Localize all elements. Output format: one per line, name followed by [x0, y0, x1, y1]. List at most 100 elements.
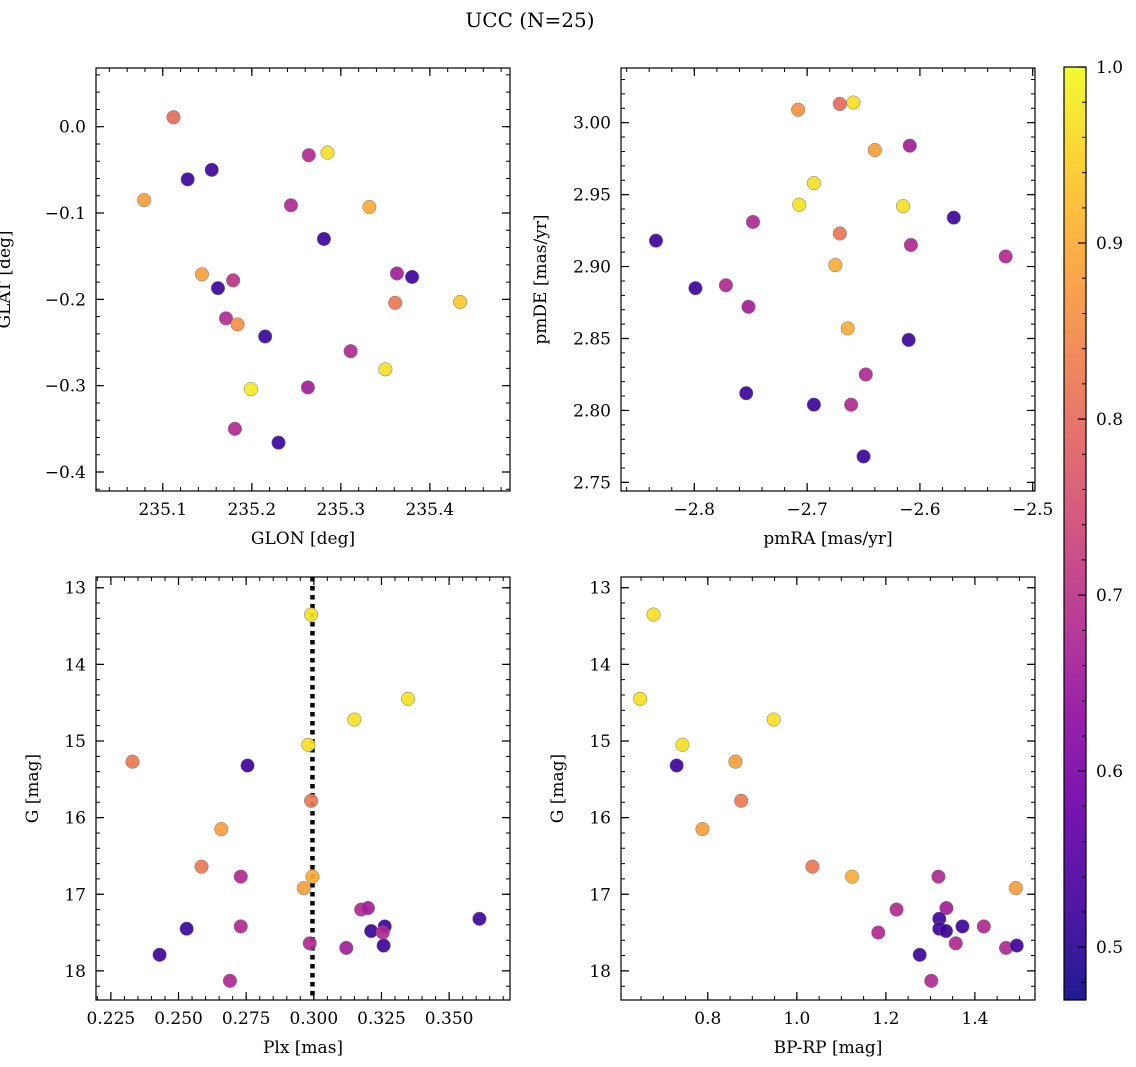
- x-tick-label: −2.7: [786, 500, 827, 520]
- y-axis-label: pmDE [mas/yr]: [531, 214, 551, 344]
- scatter-point: [304, 607, 319, 622]
- y-tick-label: 14: [589, 655, 611, 675]
- y-tick-label: 17: [64, 885, 86, 905]
- scatter-point: [388, 295, 403, 310]
- scatter-point: [320, 145, 335, 160]
- scatter-point: [669, 758, 684, 773]
- scatter-point: [222, 973, 237, 988]
- y-axis-label: G [mag]: [548, 754, 568, 823]
- y-tick-label: −0.2: [45, 290, 86, 310]
- y-tick-label: 15: [589, 732, 611, 752]
- minor-ticks: [96, 577, 510, 1000]
- scatter-point: [360, 900, 375, 916]
- scatter-point: [832, 96, 847, 112]
- x-tick-label: 1.0: [783, 1009, 810, 1029]
- scatter-point: [889, 902, 904, 917]
- y-axis-label: GLAT [deg]: [0, 230, 15, 328]
- scatter-point: [976, 919, 991, 934]
- scatter-point: [125, 754, 140, 769]
- y-tick-label: 18: [589, 962, 611, 982]
- x-tick-label: 0.325: [357, 1009, 406, 1029]
- scatter-point: [924, 973, 939, 988]
- scatter-point: [895, 199, 911, 214]
- x-tick-label: 0.250: [154, 1009, 203, 1029]
- scatter-point: [955, 919, 970, 934]
- scatter-point: [734, 793, 749, 808]
- scatter-point: [1008, 881, 1023, 896]
- x-tick-label: 235.1: [138, 500, 187, 520]
- y-tick-label: 2.75: [573, 473, 611, 493]
- scatter-point: [856, 449, 871, 464]
- scatter-point: [806, 397, 821, 412]
- minor-ticks: [621, 68, 1035, 491]
- y-tick-label: 0.0: [59, 118, 86, 138]
- scatter-point: [405, 269, 420, 284]
- y-tick-label: 2.80: [573, 401, 611, 421]
- scatter-point: [300, 380, 315, 395]
- colorbar-tick-label: 0.9: [1096, 234, 1123, 254]
- scatter-point: [180, 172, 195, 187]
- scatter-point: [226, 273, 241, 288]
- scatter-point: [227, 421, 242, 436]
- scatter-point: [844, 869, 860, 884]
- colorbar-tick-label: 1.0: [1096, 58, 1123, 78]
- x-axis-label: pmRA [mas/yr]: [763, 529, 892, 549]
- scatter-point: [840, 321, 855, 336]
- scatter-point: [675, 737, 690, 752]
- scatter-point: [166, 110, 181, 125]
- scatter-point: [805, 859, 820, 874]
- colorbar-gradient: [1063, 66, 1087, 1001]
- panel-3: 0.225 0.250 0.275 0.300 0.325 0.350 13 14 15 16 17…: [23, 576, 511, 1058]
- scatter-point: [453, 294, 468, 309]
- scatter-point: [362, 199, 377, 215]
- x-tick-label: 235.3: [317, 500, 366, 520]
- colorbar-tick-label: 0.6: [1096, 762, 1123, 782]
- scatter-point: [347, 712, 362, 727]
- y-tick-label: 2.85: [573, 329, 611, 349]
- scatter-point: [343, 344, 358, 359]
- scatter-point: [903, 237, 918, 253]
- scatter-point: [745, 214, 761, 229]
- axes-frame: [620, 576, 1036, 1001]
- scatter-point: [375, 925, 390, 940]
- x-axis-label: Plx [mas]: [263, 1038, 343, 1058]
- y-tick-label: −0.1: [45, 204, 86, 224]
- minor-ticks: [621, 577, 1035, 1000]
- scatter-point: [179, 921, 194, 936]
- x-tick-label: 0.350: [425, 1009, 474, 1029]
- scatter-point: [844, 397, 859, 412]
- scatter-point: [832, 226, 847, 241]
- axes-frame: [620, 67, 1036, 492]
- scatter-point: [739, 386, 754, 401]
- scatter-point: [204, 162, 219, 177]
- x-tick-label: 0.300: [289, 1009, 338, 1029]
- x-tick-label: 1.2: [872, 1009, 899, 1029]
- y-tick-label: 13: [64, 579, 86, 599]
- colorbar-tick-label: 0.7: [1096, 586, 1123, 606]
- scatter-point: [648, 233, 664, 248]
- y-tick-label: 3.00: [573, 114, 611, 134]
- scatter-point: [931, 869, 946, 884]
- colorbar: 0.5 0.6 0.7 0.8 0.9 1.0: [1063, 58, 1123, 1001]
- x-axis-label: GLON [deg]: [251, 529, 355, 549]
- y-tick-label: 15: [64, 732, 86, 752]
- scatter-point: [378, 362, 393, 377]
- scatter-point: [301, 148, 316, 163]
- scatter-point: [210, 281, 226, 296]
- scatter-point: [806, 176, 821, 191]
- panel-2: −2.8 −2.7 −2.6 −2.5 2.75 2.80 2.85 2.90 2.95 3.00…: [531, 67, 1053, 549]
- minor-ticks: [96, 68, 510, 491]
- y-tick-label: −0.3: [45, 377, 86, 397]
- x-tick-label: −2.6: [899, 500, 940, 520]
- x-axis-label: BP-RP [mag]: [774, 1038, 883, 1058]
- scatter-point: [766, 712, 781, 727]
- scatter-point: [301, 737, 316, 752]
- y-tick-label: 14: [64, 655, 86, 675]
- x-tick-label: 0.275: [222, 1009, 271, 1029]
- scatter-point: [791, 102, 806, 117]
- x-tick-label: −2.5: [1012, 500, 1053, 520]
- scatter-point: [233, 869, 248, 884]
- scatter-point: [304, 793, 319, 808]
- scatter-point: [939, 900, 954, 916]
